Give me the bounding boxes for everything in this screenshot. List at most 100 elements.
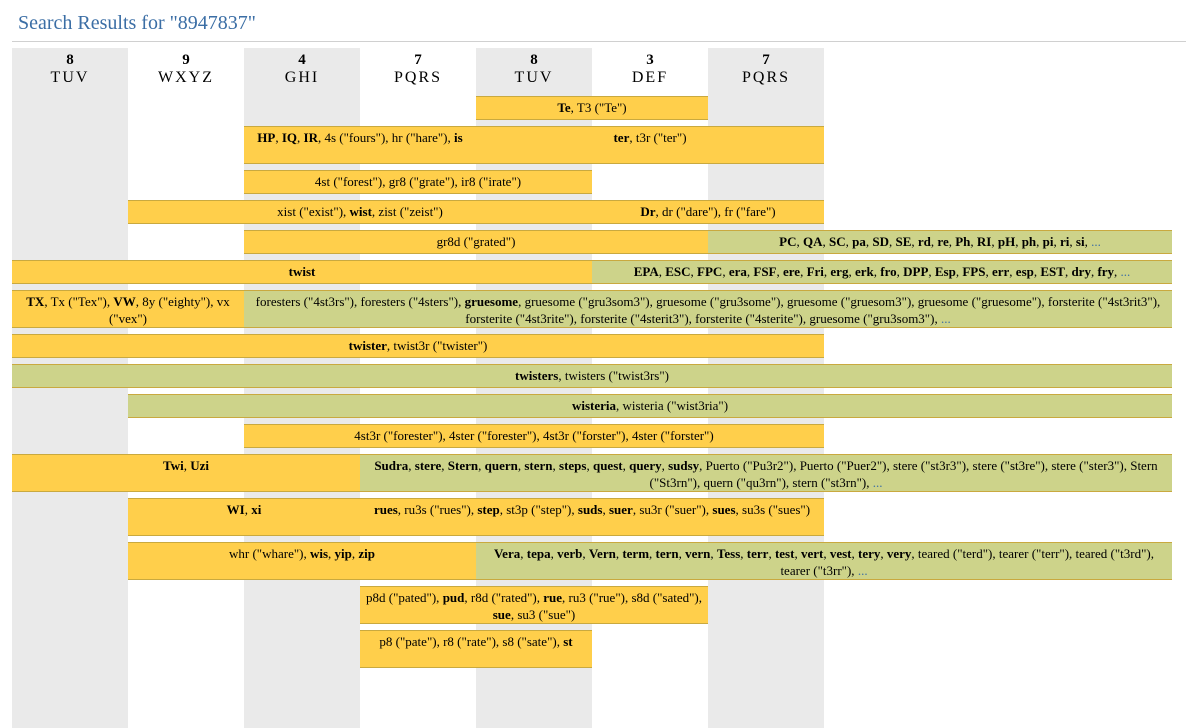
result-cell[interactable]: 4st3r ("forester"), 4ster ("forester"), … [244,424,824,448]
result-row: twisters, twisters ("twist3rs") [12,364,1186,390]
result-cell[interactable]: foresters ("4st3rs"), foresters ("4sters… [244,290,1172,328]
word-highlight: twisters [515,368,558,383]
results-grid: 8TUV9WXYZ4GHI7PQRS8TUV3DEF7PQRS Te, T3 (… [12,48,1186,670]
word-highlight: Vern [589,546,616,561]
page-title: Search Results for "8947837" [12,8,1186,42]
word-highlight: VW [113,294,135,309]
word-highlight: twister [349,338,387,353]
word-highlight: sue [493,607,511,622]
word-highlight: zip [358,546,375,561]
word-highlight: HP [257,130,275,145]
word-highlight: Uzi [190,458,209,473]
word-highlight: wisteria [572,398,616,413]
word-highlight: pi [1043,234,1054,249]
result-cell[interactable]: p8d ("pated"), pud, r8d ("rated"), rue, … [360,586,708,624]
word-highlight: tery [858,546,880,561]
word-highlight: Twi [163,458,184,473]
word-highlight: ere [783,264,800,279]
word-highlight: fro [880,264,896,279]
word-highlight: vest [830,546,852,561]
result-row: 4st ("forest"), gr8 ("grate"), ir8 ("ira… [12,170,1186,196]
result-cell[interactable]: EPA, ESC, FPC, era, FSF, ere, Fri, erg, … [592,260,1172,284]
word-highlight: si [1076,234,1085,249]
word-highlight: fry [1097,264,1114,279]
more-link[interactable]: ... [1121,264,1131,279]
word-highlight: FPS [962,264,985,279]
word-highlight: steps [559,458,586,473]
word-highlight: FPC [697,264,722,279]
word-highlight: vern [685,546,710,561]
result-cell[interactable]: Twi, Uzi [12,454,360,492]
result-cell[interactable]: PC, QA, SC, pa, SD, SE, rd, re, Ph, RI, … [708,230,1172,254]
result-row: Te, T3 ("Te") [12,96,1186,122]
more-link[interactable]: ... [1091,234,1101,249]
result-cell[interactable]: ter, t3r ("ter") [476,126,824,164]
word-highlight: wist [350,204,372,219]
word-highlight: rues [374,502,398,517]
result-cell[interactable]: wisteria, wisteria ("wist3ria") [128,394,1172,418]
word-highlight: xi [251,502,261,517]
result-row: wisteria, wisteria ("wist3ria") [12,394,1186,420]
word-highlight: SD [872,234,889,249]
result-row: xist ("exist"), wist, zist ("zeist")Dr, … [12,200,1186,226]
result-cell[interactable]: Sudra, stere, Stern, quern, stern, steps… [360,454,1172,492]
word-highlight: erg [830,264,848,279]
word-highlight: yip [335,546,352,561]
word-highlight: SC [829,234,846,249]
result-cell[interactable]: twisters, twisters ("twist3rs") [12,364,1172,388]
word-highlight: very [887,546,912,561]
word-highlight: Vera [494,546,520,561]
result-row: p8d ("pated"), pud, r8d ("rated"), rue, … [12,586,1186,626]
result-cell[interactable]: twist [12,260,592,284]
word-highlight: ESC [665,264,690,279]
result-cell[interactable]: Te, T3 ("Te") [476,96,708,120]
word-highlight: RI [977,234,991,249]
word-highlight: TX [26,294,44,309]
word-highlight: SE [896,234,912,249]
result-cell[interactable]: HP, IQ, IR, 4s ("fours"), hr ("hare"), i… [244,126,476,164]
result-row: Twi, UziSudra, stere, Stern, quern, ster… [12,454,1186,494]
result-row: HP, IQ, IR, 4s ("fours"), hr ("hare"), i… [12,126,1186,166]
word-highlight: PC [779,234,796,249]
more-link[interactable]: ... [941,311,951,326]
word-highlight: Dr [640,204,655,219]
word-highlight: era [729,264,747,279]
word-highlight: re [937,234,948,249]
result-cell[interactable]: gr8d ("grated") [244,230,708,254]
result-cell[interactable]: xist ("exist"), wist, zist ("zeist") [128,200,592,224]
word-highlight: Esp [935,264,956,279]
word-highlight: pH [998,234,1015,249]
more-link[interactable]: ... [858,563,868,578]
word-highlight: dry [1071,264,1091,279]
result-row: whr ("whare"), wis, yip, zipVera, tepa, … [12,542,1186,582]
word-highlight: err [992,264,1009,279]
word-highlight: stern [524,458,552,473]
result-row: twister, twist3r ("twister") [12,334,1186,360]
word-highlight: wis [310,546,328,561]
result-cell[interactable]: Vera, tepa, verb, Vern, term, tern, vern… [476,542,1172,580]
result-cell[interactable]: TX, Tx ("Tex"), VW, 8y ("eighty"), vx ("… [12,290,244,328]
result-cell[interactable]: Dr, dr ("dare"), fr ("fare") [592,200,824,224]
word-highlight: Stern [448,458,478,473]
result-cell[interactable]: whr ("whare"), wis, yip, zip [128,542,476,580]
result-cell[interactable]: WI, xi [128,498,360,536]
word-highlight: st [563,634,572,649]
result-cell[interactable]: 4st ("forest"), gr8 ("grate"), ir8 ("ira… [244,170,592,194]
result-row: 4st3r ("forester"), 4ster ("forester"), … [12,424,1186,450]
word-highlight: pud [443,590,465,605]
word-highlight: ph [1022,234,1036,249]
more-link[interactable]: ... [873,475,883,490]
word-highlight: tepa [527,546,551,561]
word-highlight: Fri [807,264,824,279]
word-highlight: verb [557,546,582,561]
word-highlight: Te [557,100,570,115]
result-cell[interactable]: p8 ("pate"), r8 ("rate"), s8 ("sate"), s… [360,630,592,668]
result-cell[interactable]: twister, twist3r ("twister") [12,334,824,358]
result-cell[interactable]: rues, ru3s ("rues"), step, st3p ("step")… [360,498,824,536]
result-row: twist EPA, ESC, FPC, era, FSF, ere, Fri, … [12,260,1186,286]
word-highlight: Tess [717,546,740,561]
word-highlight: WI [227,502,245,517]
word-highlight: twist [289,264,316,279]
word-highlight: vert [801,546,823,561]
word-highlight: quern [485,458,518,473]
